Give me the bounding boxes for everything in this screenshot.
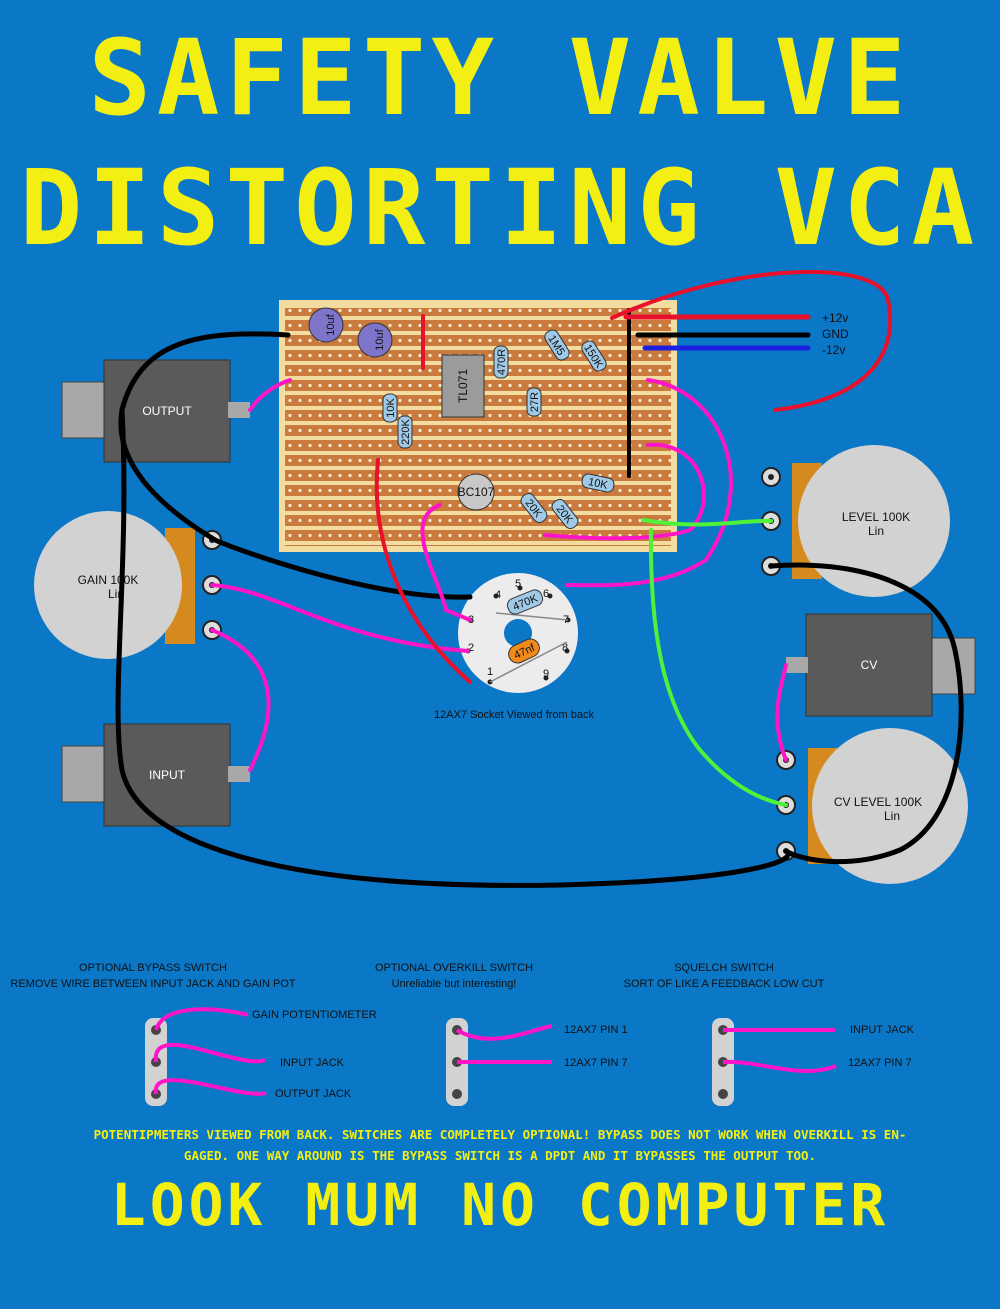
bypass-switch-title: OPTIONAL BYPASS SWITCH: [79, 962, 227, 974]
socket-pin-1: 1: [487, 666, 493, 678]
footer-note: POTENTIPMETERS VIEWED FROM BACK. SWITCHE…: [30, 1124, 970, 1166]
footer-note-line2: GAGED. ONE WAY AROUND IS THE BYPASS SWIT…: [183, 1148, 817, 1163]
bypass-label-input: INPUT JACK: [280, 1057, 345, 1069]
overkill-label-pin7: 12AX7 PIN 7: [564, 1057, 628, 1069]
ic-tl071: TL071: [441, 354, 485, 418]
capacitor-10uf-b: 10uf: [357, 322, 393, 358]
resistor-470r: 470R: [493, 345, 509, 379]
resistor-label: 27R: [529, 392, 541, 412]
cv-level-pot-taper: Lin: [884, 809, 900, 823]
power-gnd-label: GND: [822, 327, 849, 341]
socket-pin-6: 6: [543, 588, 549, 600]
page-title-line1: SAFETY VALVE: [88, 17, 912, 139]
bypass-switch: OPTIONAL BYPASS SWITCH REMOVE WIRE BETWE…: [10, 962, 377, 1106]
resistor-label: 470R: [496, 349, 508, 375]
socket-pin-4: 4: [495, 589, 501, 601]
bypass-label-gain: GAIN POTENTIOMETER: [252, 1009, 377, 1021]
socket-pin-9: 9: [543, 668, 549, 680]
level-pot-taper: Lin: [868, 524, 884, 538]
overkill-switch-title: OPTIONAL OVERKILL SWITCH: [375, 962, 533, 974]
overkill-switch: OPTIONAL OVERKILL SWITCH Unreliable but …: [375, 962, 628, 1106]
resistor-220k: 220K: [397, 415, 413, 449]
squelch-switch: SQUELCH SWITCH SORT OF LIKE A FEEDBACK L…: [624, 962, 915, 1106]
capacitor-label: 10uf: [374, 328, 386, 350]
transistor-bc107: BC107: [457, 473, 495, 511]
squelch-switch-subtitle: SORT OF LIKE A FEEDBACK LOW CUT: [624, 978, 825, 990]
resistor-label: 10K: [385, 398, 397, 418]
resistor-label: 10K: [587, 476, 609, 492]
socket-pin-8: 8: [562, 642, 568, 654]
power-minus-label: -12v: [822, 343, 845, 357]
squelch-label-input: INPUT JACK: [850, 1024, 915, 1036]
capacitor-label: 10uf: [325, 313, 337, 335]
gain-pot-label: GAIN 100K: [78, 573, 139, 587]
ic-label: TL071: [456, 369, 470, 403]
cv-jack-label: CV: [861, 658, 878, 672]
cv-level-pot: CV LEVEL 100K Lin: [776, 728, 968, 884]
output-jack: OUTPUT: [61, 359, 250, 463]
transistor-label: BC107: [458, 485, 495, 499]
input-jack-label: INPUT: [149, 768, 186, 782]
level-pot-label: LEVEL 100K: [842, 510, 910, 524]
resistor-27r: 27R: [526, 387, 542, 417]
wires: [115, 269, 964, 888]
bypass-label-output: OUTPUT JACK: [275, 1088, 352, 1100]
overkill-switch-subtitle: Unreliable but interesting!: [392, 978, 517, 990]
resistor-label: 220K: [400, 418, 412, 444]
resistor-10k-a: 10K: [382, 393, 398, 423]
power-plus-label: +12v: [822, 311, 848, 325]
socket-pin-5: 5: [515, 578, 521, 590]
bypass-switch-subtitle: REMOVE WIRE BETWEEN INPUT JACK AND GAIN …: [10, 978, 296, 990]
socket-caption: 12AX7 Socket Viewed from back: [434, 709, 594, 721]
footer-title: LOOK MUM NO COMPUTER: [110, 1171, 890, 1239]
socket-capacitor-47nf: 47nf: [508, 638, 540, 664]
board-components: 10uf 10uf TL071 10K 220K 470R 27R 1M5: [308, 307, 615, 529]
capacitor-10uf-a: 10uf: [308, 307, 344, 343]
cv-level-pot-label: CV LEVEL 100K: [834, 795, 922, 809]
input-jack: INPUT: [61, 723, 250, 827]
stripboard: [279, 300, 677, 552]
overkill-label-pin1: 12AX7 PIN 1: [564, 1024, 628, 1036]
gain-pot: GAIN 100K Lin: [34, 511, 222, 659]
level-pot: LEVEL 100K Lin: [761, 445, 950, 597]
output-jack-label: OUTPUT: [142, 404, 192, 418]
page-title-line2: DISTORTING VCA: [19, 147, 981, 269]
tube-socket: 1 2 3 4 5 6 7 8 9 470K 47nf 12AX7 Socket…: [434, 573, 594, 721]
resistor-10k-b: 10K: [581, 473, 615, 493]
squelch-label-pin7: 12AX7 PIN 7: [848, 1057, 912, 1069]
socket-pin-2: 2: [468, 642, 474, 654]
squelch-switch-title: SQUELCH SWITCH: [674, 962, 774, 974]
footer-note-line1: POTENTIPMETERS VIEWED FROM BACK. SWITCHE…: [93, 1127, 907, 1142]
